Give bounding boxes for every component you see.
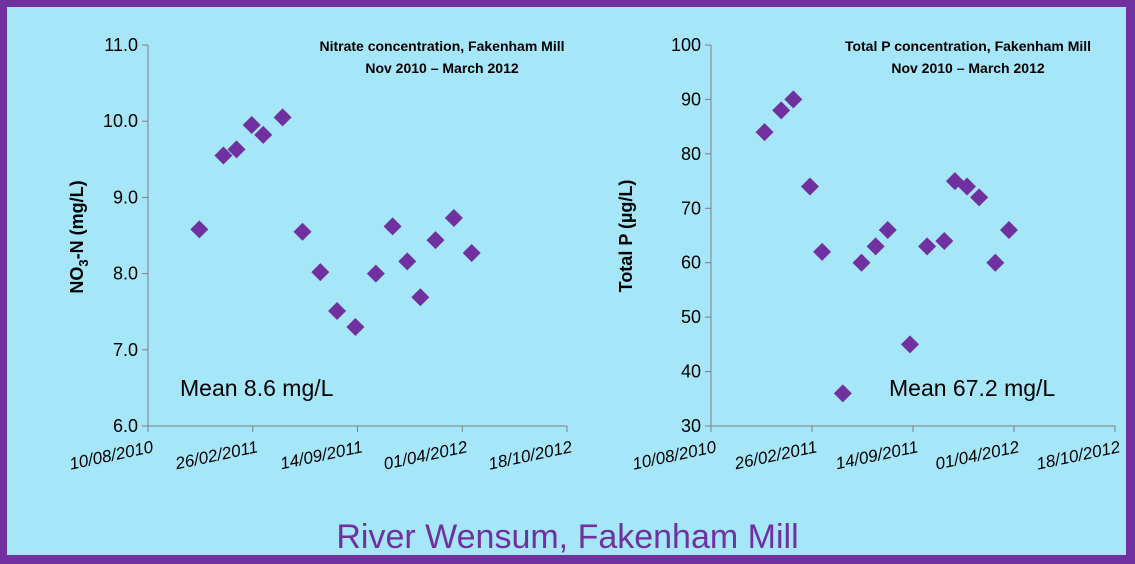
total-p-mean-annotation: Mean 67.2 mg/L [889,375,1055,401]
data-point [986,253,1005,272]
data-point [366,264,385,283]
total-p-y-axis-label: Total P (µg/L) [616,180,636,293]
y-tick-label: 80 [681,144,701,164]
data-point [755,123,774,142]
data-point [999,221,1018,240]
chart-panel [7,7,1126,555]
y-tick-label: 50 [681,307,701,327]
data-point [866,237,885,256]
data-point [293,222,312,241]
x-tick-label: 26/02/2011 [732,437,819,473]
total-p-chart-title-line1: Total P concentration, Fakenham Mill [845,38,1091,54]
x-tick-label: 10/08/2010 [68,437,156,473]
y-tick-label: 8.0 [113,264,138,284]
data-point [444,208,463,227]
y-tick-label: 30 [681,416,701,436]
data-point [190,220,209,239]
total-p-chart: Total P concentration, Fakenham Mill Nov… [616,35,1122,474]
data-point [958,177,977,196]
data-point [878,221,897,240]
data-point [900,335,919,354]
y-tick-label: 60 [681,253,701,273]
y-tick-label: 9.0 [113,187,138,207]
data-point [852,253,871,272]
y-tick-label: 40 [681,362,701,382]
x-tick-label: 18/10/2012 [1035,437,1123,473]
data-point [918,237,937,256]
x-tick-label: 10/08/2010 [631,437,719,473]
data-point [833,384,852,403]
nitrate-chart-title-line2: Nov 2010 – March 2012 [365,60,519,76]
x-tick-label: 01/04/2012 [934,437,1022,473]
data-point [273,108,292,127]
x-tick-label: 01/04/2012 [382,437,470,473]
y-tick-label: 10.0 [103,111,138,131]
y-tick-label: 100 [671,35,701,55]
nitrate-y-axis-label: NO3-N (mg/L) [67,180,91,293]
x-tick-label: 18/10/2012 [487,437,575,473]
data-point [227,140,246,159]
data-point [426,231,445,250]
data-point [411,288,430,307]
x-tick-label: 14/09/2011 [278,437,364,473]
data-point [311,263,330,282]
total-p-chart-title-line2: Nov 2010 – March 2012 [891,60,1045,76]
x-tick-label: 26/02/2011 [173,437,260,473]
data-point [784,90,803,109]
data-point [772,101,791,120]
data-point [383,217,402,236]
y-tick-label: 7.0 [113,340,138,360]
y-tick-label: 90 [681,89,701,109]
y-tick-label: 6.0 [113,416,138,436]
nitrate-mean-annotation: Mean 8.6 mg/L [180,375,334,401]
data-point [800,177,819,196]
x-tick-label: 14/09/2011 [834,437,920,473]
data-point [970,188,989,207]
nitrate-chart-title-line1: Nitrate concentration, Fakenham Mill [319,38,564,54]
data-point [214,146,233,165]
data-point [328,301,347,320]
data-point [346,317,365,336]
data-point [462,244,481,263]
data-point [242,116,261,135]
y-tick-label: 70 [681,198,701,218]
data-point [254,125,273,144]
footer-title: River Wensum, Fakenham Mill [336,518,799,556]
data-point [398,252,417,271]
data-point [935,231,954,250]
nitrate-chart: Nitrate concentration, Fakenham Mill Nov… [67,35,574,474]
y-tick-label: 11.0 [104,35,138,55]
data-point [813,242,832,261]
